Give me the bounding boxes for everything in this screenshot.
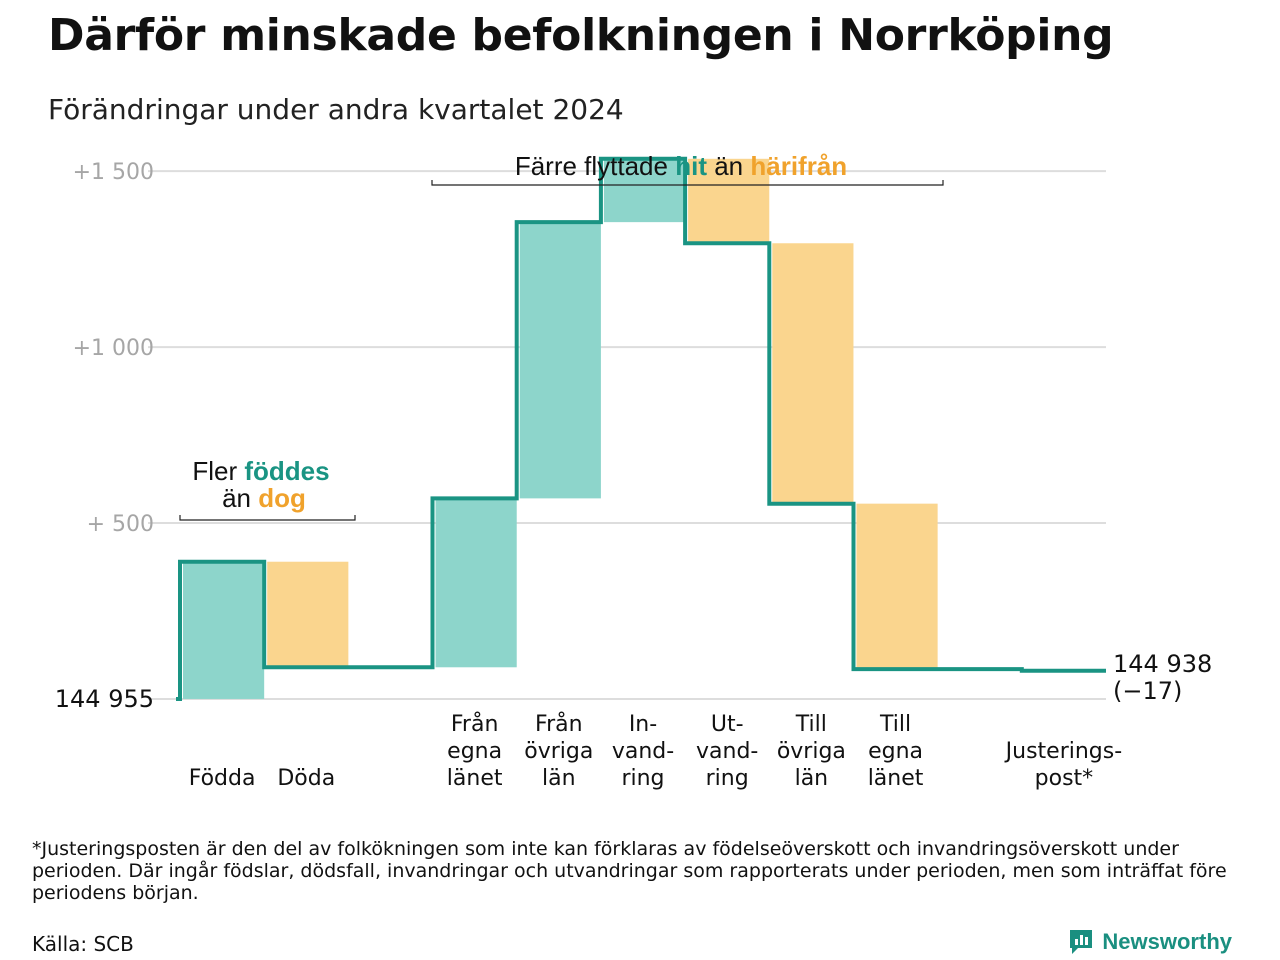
source: Källa: SCB — [32, 932, 134, 956]
footnote: *Justeringsposten är den del av folkökni… — [32, 838, 1227, 904]
step-line — [176, 156, 1106, 701]
bars — [183, 158, 1106, 699]
migration-annotation: Färre flyttade hit än härifrån — [431, 151, 944, 186]
x-tick-label: vand- — [696, 739, 758, 764]
x-tick-label: ring — [706, 766, 749, 791]
y-tick-label: +1 500 — [73, 160, 154, 185]
waterfall-bar — [267, 561, 349, 668]
migration-annotation-text: Färre flyttade — [515, 151, 675, 181]
x-tick-label: övriga — [777, 739, 846, 764]
chart-subtitle: Förändringar under andra kvartalet 2024 — [48, 93, 624, 126]
migration-annotation-highlight: hit — [675, 151, 707, 181]
x-tick-label: egna — [447, 739, 502, 764]
x-tick-label: Justerings- — [1004, 739, 1123, 764]
newsworthy-logo-text: Newsworthy — [1102, 929, 1232, 954]
x-tick-label: egna — [868, 739, 923, 764]
x-tick-label: övriga — [524, 739, 593, 764]
migration-bracket — [431, 180, 944, 186]
x-tick-label: länet — [447, 766, 503, 791]
svg-text:än dog: än dog — [222, 483, 306, 513]
x-tick-label: In- — [629, 712, 657, 737]
waterfall-step-line — [176, 156, 1106, 701]
y-tick-labels: 144 955 + 500 +1 000 +1 500 — [55, 160, 154, 713]
chart-title: Därför minskade befolkningen i Norrköpin… — [48, 10, 1114, 61]
births-annotation-highlight: föddes — [244, 456, 329, 486]
waterfall-chart: 144 955+ 500+1 000+1 500 Födda DödaFråneg… — [55, 151, 1213, 791]
x-tick-labels: Födda DödaFrånegnalänetFrånövrigalänIn-va… — [189, 711, 1122, 791]
x-tick-label: Ut- — [711, 712, 744, 737]
waterfall-bar — [435, 498, 517, 668]
waterfall-bar — [603, 158, 686, 223]
waterfall-bar — [772, 243, 854, 504]
x-tick-label: ring — [621, 766, 664, 791]
x-tick-label: post* — [1035, 766, 1094, 791]
x-tick-label: län — [542, 766, 576, 791]
y-tick-label: 144 955 — [55, 685, 154, 713]
x-tick-label: Till — [879, 712, 911, 737]
end-change-label: (−17) — [1113, 677, 1182, 705]
waterfall-bar — [183, 561, 265, 699]
migration-annotation-text-2: än — [707, 151, 750, 181]
y-tick-label: + 500 — [87, 512, 154, 537]
end-value-label: 144 938 — [1113, 650, 1212, 678]
waterfall-bar — [519, 222, 601, 499]
newsworthy-logo: Newsworthy — [1068, 928, 1232, 956]
births-annotation: Fler föddes än dog — [179, 456, 356, 521]
x-tick-label: Från — [535, 711, 583, 737]
x-tick-label: Födda — [189, 766, 256, 791]
svg-text:Färre flyttade hit än härifrån: Färre flyttade hit än härifrån — [515, 151, 847, 181]
x-tick-label: Till — [795, 712, 827, 737]
waterfall-bar — [688, 158, 770, 244]
y-tick-label: +1 000 — [73, 336, 154, 361]
x-tick-label: Från — [451, 711, 499, 737]
births-bracket — [179, 515, 356, 521]
x-tick-label: länet — [868, 766, 924, 791]
x-tick-label: län — [795, 766, 829, 791]
births-annotation-text-2: än — [222, 483, 258, 513]
x-tick-label: vand- — [612, 739, 674, 764]
x-tick-label: Döda — [277, 766, 335, 791]
waterfall-bar — [856, 503, 938, 670]
newsworthy-logo-icon — [1070, 930, 1093, 954]
svg-text:Fler föddes: Fler föddes — [192, 456, 329, 486]
migration-annotation-highlight-2: härifrån — [750, 151, 847, 181]
births-annotation-text: Fler — [192, 456, 244, 486]
births-annotation-highlight-2: dog — [258, 483, 306, 513]
